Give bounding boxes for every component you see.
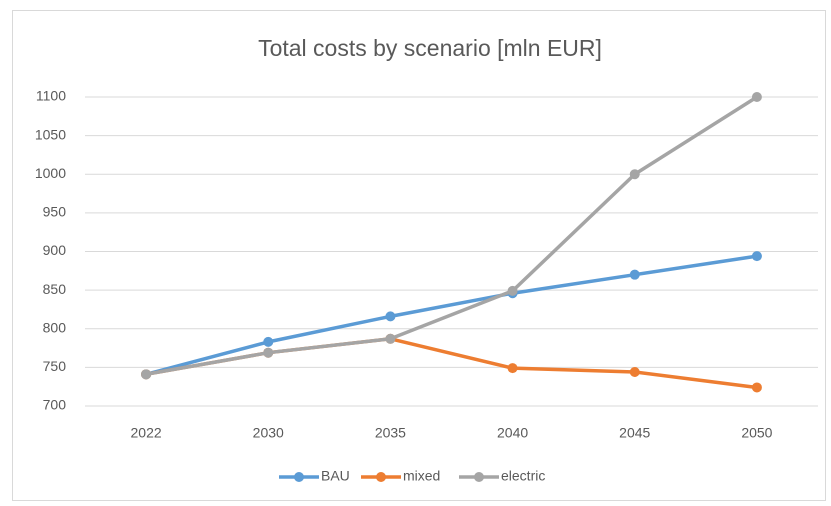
data-point: [751, 382, 762, 393]
y-tick-label: 1050: [35, 126, 66, 142]
data-point: [507, 363, 518, 374]
x-tick-label: 2050: [741, 425, 772, 441]
data-point: [629, 269, 640, 280]
x-tick-label: 2040: [497, 425, 528, 441]
x-tick-label: 2030: [253, 425, 284, 441]
y-tick-label: 1100: [36, 88, 66, 104]
data-point: [751, 251, 762, 262]
y-tick-label: 750: [43, 358, 67, 374]
series-line: [144, 95, 759, 377]
legend-marker: [474, 472, 484, 482]
data-point: [751, 92, 762, 102]
data-point: [385, 333, 396, 344]
y-tick-label: 1000: [35, 165, 66, 181]
legend-marker: [376, 472, 386, 482]
x-tick-label: 2035: [375, 425, 406, 441]
data-point: [385, 311, 396, 322]
x-tick-label: 2022: [131, 425, 162, 441]
data-point: [263, 347, 274, 358]
legend-label: BAU: [321, 468, 350, 484]
y-tick-label: 900: [43, 242, 67, 258]
y-tick-label: 700: [43, 397, 67, 413]
legend-label: electric: [501, 468, 545, 484]
y-tick-label: 800: [43, 319, 67, 335]
legend-marker: [294, 472, 304, 482]
series-line: [144, 254, 759, 377]
data-point: [629, 367, 640, 378]
data-point: [141, 369, 152, 380]
chart-border: [12, 10, 826, 501]
x-tick-label: 2045: [619, 425, 650, 441]
data-point: [507, 285, 518, 296]
y-tick-label: 850: [43, 281, 67, 297]
y-tick-label: 950: [43, 204, 67, 220]
legend-label: mixed: [403, 468, 440, 484]
chart-title: Total costs by scenario [mln EUR]: [258, 35, 602, 61]
data-point: [263, 336, 274, 347]
data-point: [629, 169, 640, 180]
